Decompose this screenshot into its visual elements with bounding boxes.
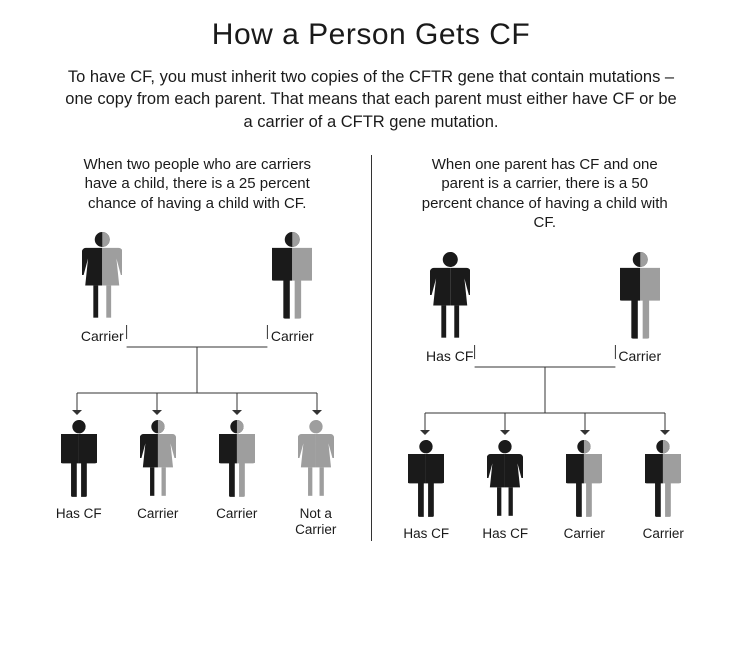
- inheritance-tree: [385, 359, 705, 439]
- child-label: Carrier: [118, 506, 197, 522]
- person-figure-male: [408, 439, 444, 517]
- child-slot: Has CF: [387, 439, 466, 542]
- person-figure-female: [140, 419, 176, 497]
- person-figure-female: [487, 439, 523, 517]
- panels-container: When two people who are carriers have a …: [28, 155, 714, 542]
- panel-left: When two people who are carriers have a …: [28, 155, 367, 542]
- panel-caption: When two people who are carriers have a …: [67, 155, 327, 214]
- child-slot: Has CF: [39, 419, 118, 537]
- person-figure-male: [620, 251, 660, 339]
- parent-slot: Carrier: [47, 231, 157, 344]
- parent-slot: Has CF: [395, 251, 505, 364]
- person-figure-female: [430, 251, 470, 339]
- child-slot: Carrier: [118, 419, 197, 537]
- person-figure-male: [566, 439, 602, 517]
- page-title: How a Person Gets CF: [28, 18, 714, 52]
- person-figure-male: [61, 419, 97, 497]
- children-row: Has CF Has CF Ca: [385, 439, 705, 542]
- panel-caption: When one parent has CF and one parent is…: [415, 155, 675, 233]
- children-row: Has CF Carrier C: [37, 419, 357, 537]
- child-label: Has CF: [387, 526, 466, 542]
- child-slot: Carrier: [624, 439, 703, 542]
- person-figure-female: [298, 419, 334, 497]
- panel-divider: [371, 155, 372, 542]
- child-slot: Has CF: [466, 439, 545, 542]
- parent-slot: Carrier: [237, 231, 347, 344]
- parent-slot: Carrier: [585, 251, 695, 364]
- child-slot: Carrier: [545, 439, 624, 542]
- child-label: Carrier: [197, 506, 276, 522]
- child-label: Carrier: [624, 526, 703, 542]
- parents-row: Carrier Carrier: [37, 231, 357, 351]
- parents-row: Has CF Carrier: [385, 251, 705, 371]
- child-label: Has CF: [466, 526, 545, 542]
- person-figure-female: [82, 231, 122, 319]
- person-figure-male: [272, 231, 312, 319]
- inheritance-tree: [37, 339, 357, 419]
- person-figure-male: [219, 419, 255, 497]
- child-label: Not aCarrier: [276, 506, 355, 537]
- child-slot: Carrier: [197, 419, 276, 537]
- child-label: Carrier: [545, 526, 624, 542]
- intro-text: To have CF, you must inherit two copies …: [61, 66, 681, 133]
- child-slot: Not aCarrier: [276, 419, 355, 537]
- person-figure-male: [645, 439, 681, 517]
- panel-right: When one parent has CF and one parent is…: [375, 155, 714, 542]
- child-label: Has CF: [39, 506, 118, 522]
